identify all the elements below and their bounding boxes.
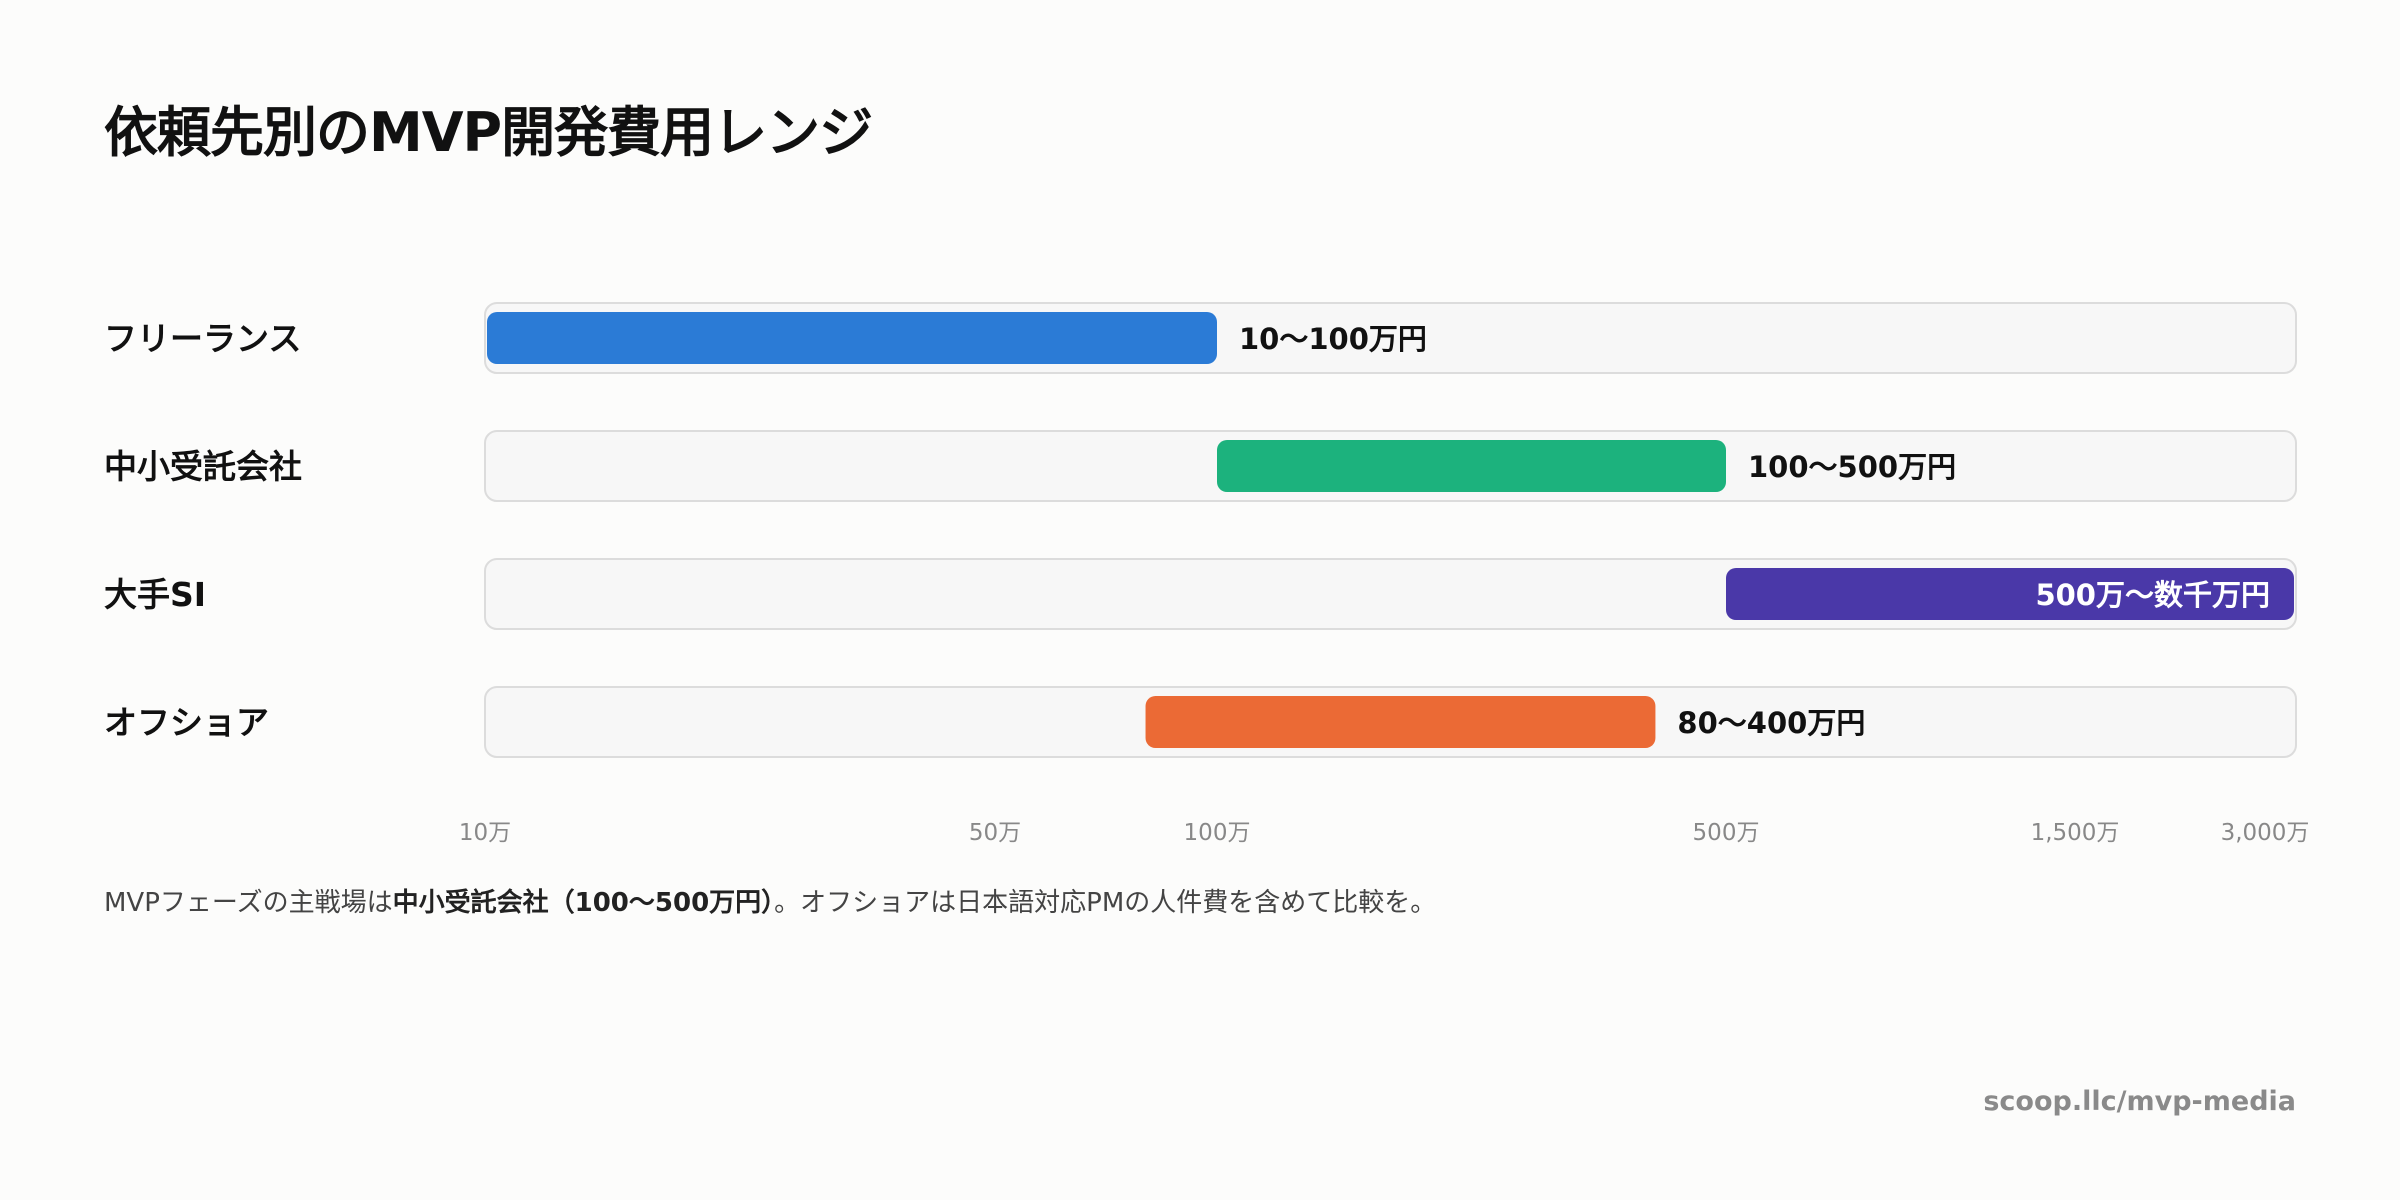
x-tick-label: 50万	[969, 820, 1021, 846]
range-value-label: 100〜500万円	[1748, 450, 1956, 484]
footnote: MVPフェーズの主戦場は中小受託会社（100〜500万円）。オフショアは日本語対…	[104, 882, 1436, 919]
x-tick-label: 1,500万	[2031, 820, 2120, 846]
range-bar	[487, 312, 1217, 364]
x-tick-label: 3,000万	[2221, 820, 2310, 846]
range-value-label: 10〜100万円	[1239, 322, 1427, 356]
source-url: scoop.llc/mvp-media	[1983, 1086, 2296, 1117]
x-tick-label: 100万	[1184, 820, 1251, 846]
footnote-suffix: 。オフショアは日本語対応PMの人件費を含めて比較を。	[774, 888, 1437, 918]
range-bar	[1217, 440, 1726, 492]
range-value-label: 500万〜数千万円	[2035, 578, 2270, 612]
x-tick-label: 10万	[459, 820, 511, 846]
x-tick-label: 500万	[1693, 820, 1760, 846]
row-label: オフショア	[104, 703, 269, 742]
row-label: 大手SI	[104, 575, 206, 614]
chart-title: 依頼先別のMVP開発費用レンジ	[104, 101, 873, 164]
footnote-prefix: MVPフェーズの主戦場は	[104, 888, 393, 918]
range-bar	[1145, 696, 1656, 748]
row-label: 中小受託会社	[104, 447, 302, 486]
range-bar	[1726, 568, 2294, 620]
row-label: フリーランス	[104, 319, 301, 358]
range-value-label: 80〜400万円	[1677, 706, 1865, 740]
footnote-bold: 中小受託会社（100〜500万円）	[392, 888, 775, 918]
